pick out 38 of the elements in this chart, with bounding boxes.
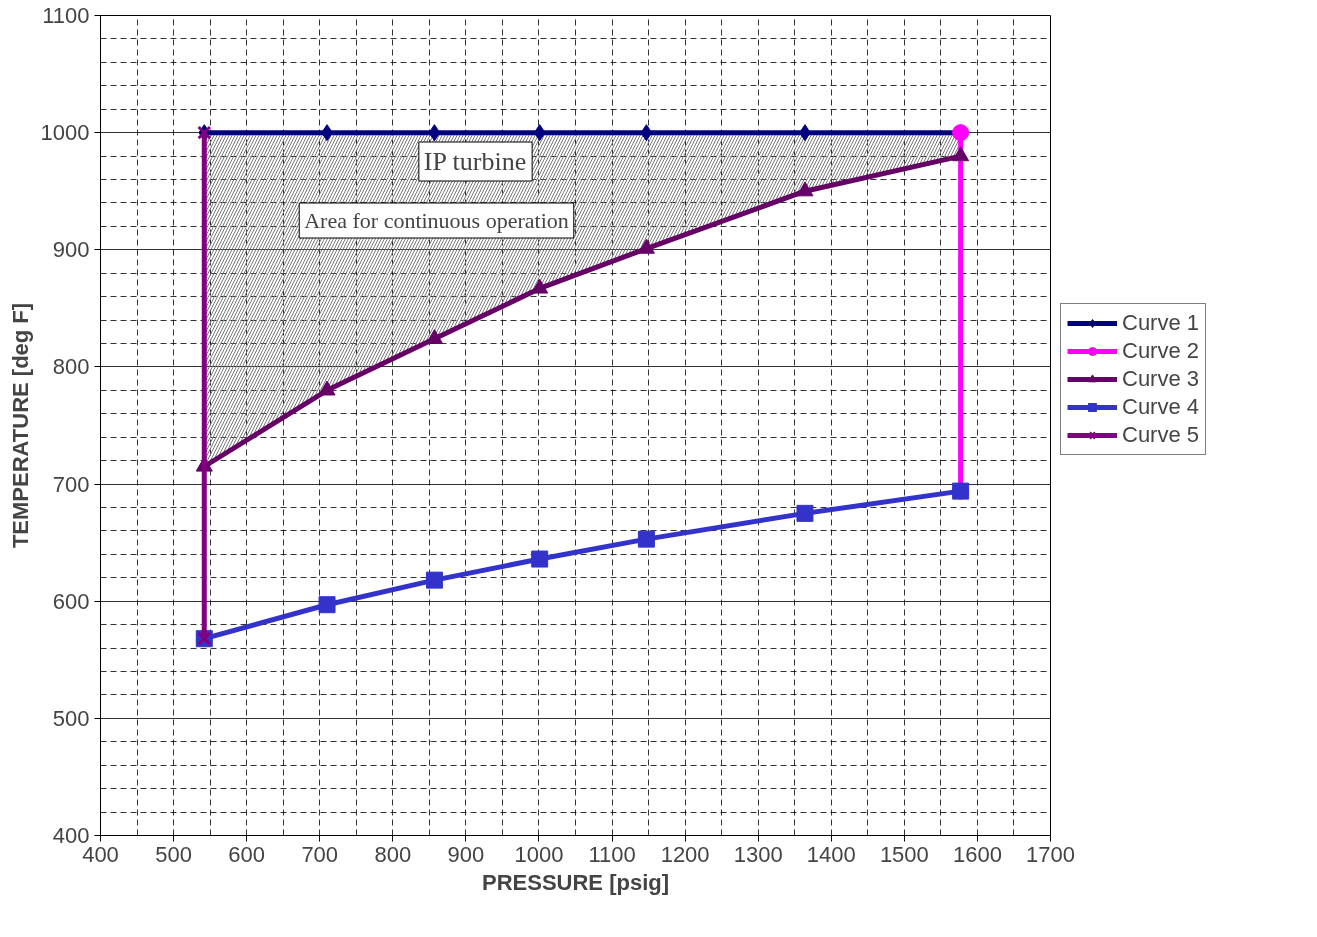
y-tick-label: 500 bbox=[52, 705, 90, 731]
legend-label: Curve 2 bbox=[1122, 338, 1200, 364]
x-tick-label: 1300 bbox=[733, 841, 783, 867]
point bbox=[428, 124, 441, 142]
x-tick-label: 1100 bbox=[588, 841, 636, 867]
x-axis-title: PRESSURE [psig] bbox=[481, 869, 670, 895]
x-tick-label: 500 bbox=[155, 841, 192, 867]
legend-label: Curve 1 bbox=[1122, 310, 1200, 336]
y-tick-label: 700 bbox=[52, 471, 90, 497]
annotation: IP turbine bbox=[423, 147, 527, 176]
legend-label: Curve 5 bbox=[1122, 422, 1200, 448]
point bbox=[640, 124, 653, 142]
y-tick-label: 600 bbox=[52, 588, 90, 614]
annotation: Area for continuous operation bbox=[304, 208, 569, 233]
point bbox=[531, 550, 549, 568]
y-tick-label: 400 bbox=[52, 823, 90, 848]
y-tick-label: 800 bbox=[52, 354, 90, 380]
legend-label: Curve 3 bbox=[1122, 366, 1200, 392]
x-tick-label: 600 bbox=[228, 841, 266, 867]
x-tick-label: 1600 bbox=[952, 841, 1002, 867]
x-tick-label: 800 bbox=[374, 841, 412, 867]
y-axis-title: TEMPERATURE [deg F] bbox=[7, 302, 33, 549]
y-tick-label: 1000 bbox=[40, 120, 90, 146]
point bbox=[533, 124, 546, 142]
point bbox=[637, 530, 655, 548]
y-tick-label: 1100 bbox=[42, 3, 90, 28]
x-tick-label: 700 bbox=[301, 841, 339, 867]
x-tick-label: 1400 bbox=[806, 841, 856, 867]
x-tick-label: 1500 bbox=[879, 841, 929, 867]
x-tick-label: 900 bbox=[447, 841, 485, 867]
x-tick-label: 1700 bbox=[1026, 841, 1075, 867]
y-tick-label: 900 bbox=[52, 237, 90, 263]
point bbox=[318, 596, 336, 614]
legend-label: Curve 4 bbox=[1122, 394, 1200, 420]
point bbox=[425, 571, 443, 589]
x-tick-label: 1200 bbox=[660, 841, 710, 867]
point bbox=[796, 504, 814, 522]
x-tick-label: 1000 bbox=[514, 841, 564, 867]
